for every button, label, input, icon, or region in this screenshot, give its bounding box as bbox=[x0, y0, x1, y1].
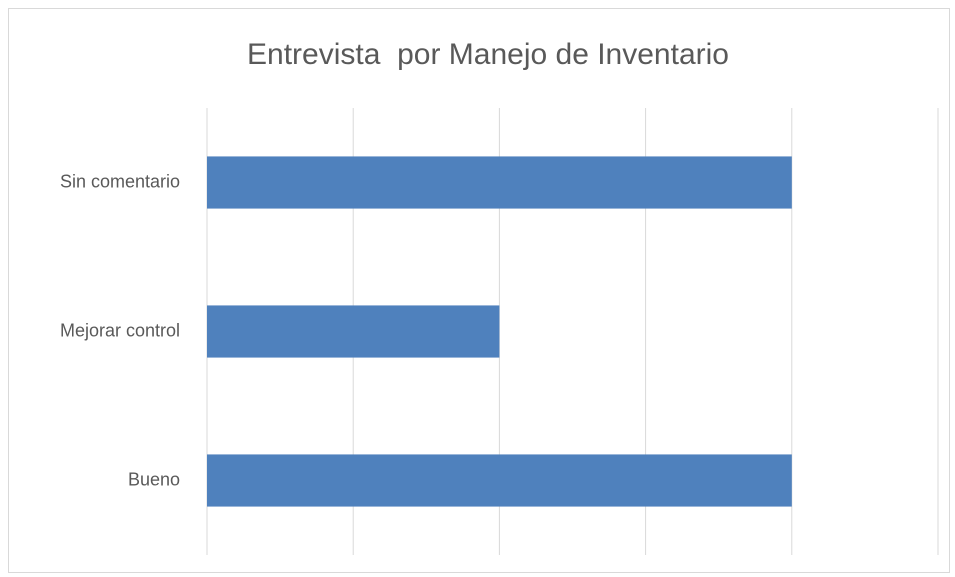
bar bbox=[207, 454, 792, 507]
y-tick-label: Mejorar control bbox=[60, 320, 180, 340]
y-tick-label: Bueno bbox=[128, 469, 180, 489]
bar bbox=[207, 305, 500, 358]
chart-title: Entrevista por Manejo de Inventario bbox=[247, 38, 729, 71]
bar bbox=[207, 156, 792, 209]
y-tick-label: Sin comentario bbox=[60, 171, 180, 191]
